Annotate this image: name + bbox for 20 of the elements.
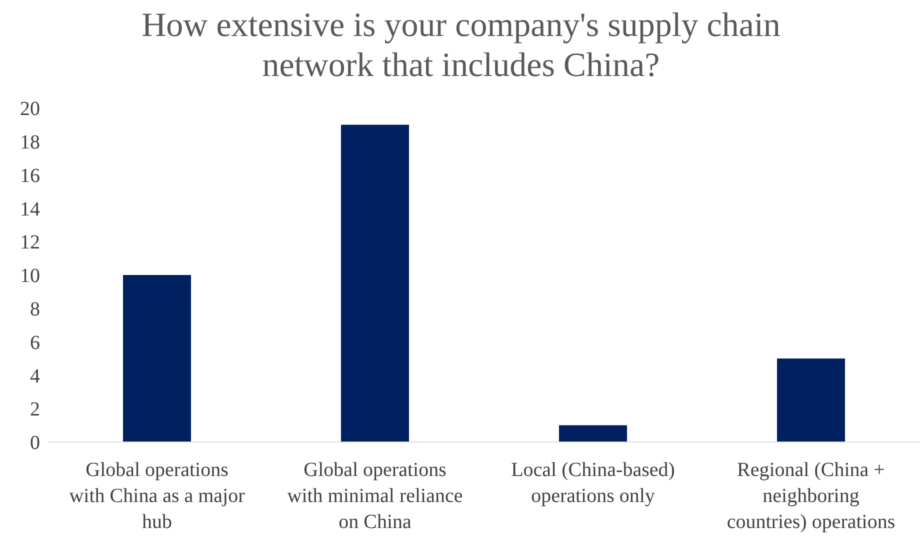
- y-tick-label: 20: [20, 98, 40, 120]
- y-tick-label: 16: [20, 164, 40, 187]
- y-tick-label: 6: [30, 332, 40, 354]
- y-tick-label: 18: [20, 132, 40, 154]
- bar: [341, 124, 409, 442]
- y-tick-label: 12: [20, 232, 40, 254]
- x-tick-label: Global operations with China as a major hub: [69, 459, 246, 533]
- x-tick-label: Global operations with minimal reliance on China: [287, 459, 463, 533]
- y-tick-label: 14: [20, 198, 40, 220]
- y-tick-label: 4: [30, 365, 40, 388]
- bar: [777, 358, 845, 442]
- x-tick-label: Regional (China + neighboring countries) operations: [726, 459, 896, 533]
- y-tick-label: 8: [30, 298, 40, 320]
- y-tick-label: 2: [30, 398, 40, 421]
- bar: [559, 425, 627, 442]
- y-tick-label: 0: [30, 432, 40, 454]
- y-tick-label: 10: [20, 265, 40, 288]
- chart-title: How extensive is your company's supply chain network that includes China?: [140, 6, 782, 86]
- bar: [123, 275, 191, 442]
- x-tick-label: Local (China-based) operations only: [511, 459, 675, 507]
